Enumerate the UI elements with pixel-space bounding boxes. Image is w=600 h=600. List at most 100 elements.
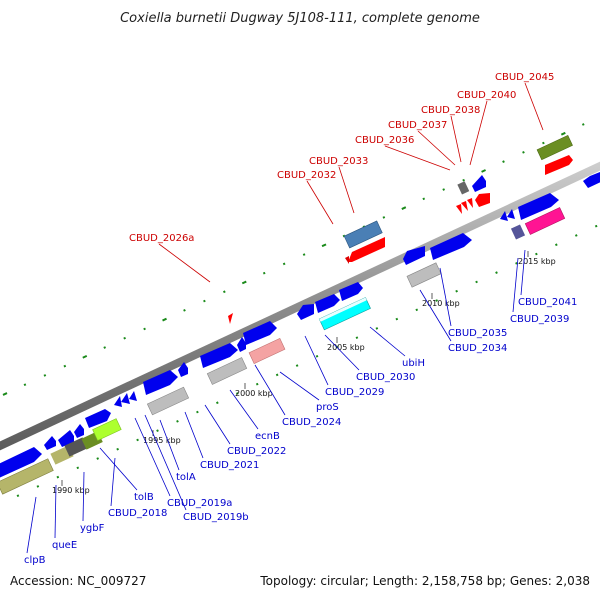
- cbud-2045-feature[interactable]: [536, 134, 573, 161]
- bottom-gene-label-text: CBUD_2029: [325, 387, 384, 398]
- scale-tick-label: 2000 kbp: [235, 389, 273, 398]
- tola-cds[interactable]: [143, 370, 178, 395]
- top-gene-label: CBUD_2036: [355, 135, 451, 171]
- accession-text: Accession: NC_009727: [10, 574, 146, 588]
- cbud-2032-cds[interactable]: [348, 237, 385, 262]
- top-gene-label-text: CBUD_2033: [309, 156, 368, 167]
- pros-cds[interactable]: [243, 321, 277, 345]
- cbud-2026a-cds[interactable]: [228, 313, 233, 324]
- gc-dot: [535, 252, 538, 256]
- ubih-cds[interactable]: [339, 282, 363, 301]
- gc-dot: [435, 299, 439, 302]
- forward-strand-features: [0, 193, 566, 495]
- cbud-2019a-cds[interactable]: [121, 393, 130, 404]
- gc-dot: [475, 280, 478, 284]
- cbud-2039b-cds[interactable]: [507, 209, 515, 219]
- gc-dot: [235, 392, 239, 395]
- cbud-2045b-cds[interactable]: [545, 155, 573, 175]
- gc-dot: [255, 382, 259, 386]
- gc-content-track: [2, 123, 598, 498]
- gc-dot: [395, 317, 399, 321]
- pros-gene[interactable]: [248, 337, 286, 365]
- cbud-2035-gene[interactable]: [406, 262, 442, 288]
- gc-dot: [282, 262, 286, 266]
- top-gene-label-text: CBUD_2037: [388, 120, 447, 131]
- gc-dot: [422, 197, 426, 201]
- tolb-cds[interactable]: [85, 409, 111, 428]
- cbud-2032b-cds[interactable]: [345, 256, 349, 264]
- bottom-gene-label-text: ygbF: [80, 523, 105, 534]
- bottom-gene-label: CBUD_2035: [439, 267, 507, 339]
- gc-dot: [63, 364, 67, 368]
- quee-cds[interactable]: [44, 436, 56, 450]
- cbud-2046-cds[interactable]: [583, 170, 600, 188]
- bottom-gene-label-text: queE: [52, 540, 77, 551]
- gc-dot: [401, 206, 407, 210]
- cbud-2021-gene[interactable]: [146, 386, 190, 416]
- bottom-gene-label: tolB: [99, 447, 154, 503]
- cbud-2019b-cds[interactable]: [129, 391, 137, 401]
- gc-dot: [82, 354, 88, 359]
- ygbf-cds[interactable]: [58, 430, 74, 447]
- top-gene-label-text: CBUD_2026a: [129, 233, 194, 244]
- cbud-2039-gene[interactable]: [510, 224, 526, 240]
- ubih-gene[interactable]: [318, 297, 371, 331]
- gc-dot: [495, 271, 498, 274]
- cbud-2041-gene[interactable]: [524, 207, 566, 235]
- ygbf-gene[interactable]: [64, 437, 88, 457]
- gc-dot: [203, 299, 206, 303]
- bottom-gene-label-text: CBUD_2039: [510, 314, 569, 325]
- gc-dot: [502, 160, 505, 163]
- cbud-2040b-cds[interactable]: [472, 175, 486, 192]
- gc-dot: [116, 447, 119, 451]
- cbud-2018-cds[interactable]: [114, 396, 122, 407]
- bottom-gene-label-text: CBUD_2034: [448, 343, 507, 354]
- gc-dot: [481, 169, 486, 173]
- cbud-2038-cds[interactable]: [461, 201, 468, 211]
- bottom-gene-label: CBUD_2034: [419, 289, 507, 354]
- cbud-2040-cds[interactable]: [475, 193, 490, 207]
- bottom-gene-label-text: ubiH: [402, 358, 425, 369]
- cbud-2021-cds[interactable]: [178, 362, 188, 377]
- scale-tick-label: 2005 kbp: [327, 343, 365, 352]
- top-gene-label-text: CBUD_2036: [355, 135, 414, 146]
- cbud-2035-cds[interactable]: [430, 233, 472, 260]
- cbud-2022-cds[interactable]: [237, 337, 246, 352]
- gc-dot: [23, 383, 27, 387]
- gc-dot: [162, 317, 167, 322]
- scale-tick-label: 1990 kbp: [52, 486, 90, 495]
- bottom-gene-label-text: CBUD_2022: [227, 446, 286, 457]
- ygbf-b-cds[interactable]: [74, 424, 84, 438]
- bottom-gene-label: CBUD_2039: [510, 257, 569, 325]
- cbud-2030-cds[interactable]: [315, 294, 340, 313]
- gc-dot: [103, 346, 107, 349]
- gc-dot: [56, 475, 60, 479]
- scale-tick: 2015 kbp: [518, 251, 556, 266]
- clpb-gene[interactable]: [0, 458, 54, 495]
- cbud-2034-cds[interactable]: [403, 246, 425, 265]
- cbud-2037-cds[interactable]: [456, 204, 462, 214]
- gc-dot: [241, 280, 247, 285]
- cbud-2033-feature[interactable]: [343, 220, 383, 249]
- bottom-gene-label: queE: [52, 484, 77, 551]
- bottom-gene-label-text: clpB: [24, 555, 46, 566]
- gc-dot: [594, 224, 598, 228]
- bottom-gene-label: clpB: [24, 496, 46, 566]
- clpb-cds[interactable]: [0, 447, 42, 482]
- gc-dot: [143, 327, 146, 331]
- cbud-2038b-cds[interactable]: [467, 198, 473, 208]
- top-gene-label-text: CBUD_2038: [421, 105, 480, 116]
- cbud-2024-gene[interactable]: [206, 357, 248, 385]
- gc-dot: [574, 234, 578, 237]
- scale-tick-label: 2015 kbp: [518, 257, 556, 266]
- cbud-2039-cds[interactable]: [500, 211, 508, 221]
- ecnb-cds[interactable]: [200, 343, 238, 368]
- bottom-gene-label-text: ecnB: [255, 431, 280, 442]
- bottom-gene-label-text: CBUD_2019b: [183, 512, 249, 523]
- cbud-2036-feature[interactable]: [457, 181, 470, 195]
- bottom-gene-label: tolA: [159, 419, 196, 483]
- cbud-2041-cds[interactable]: [518, 193, 559, 220]
- tolb-gene[interactable]: [92, 418, 122, 441]
- scale-tick: 2005 kbp: [327, 337, 365, 352]
- cbud-2029-cds[interactable]: [297, 304, 314, 320]
